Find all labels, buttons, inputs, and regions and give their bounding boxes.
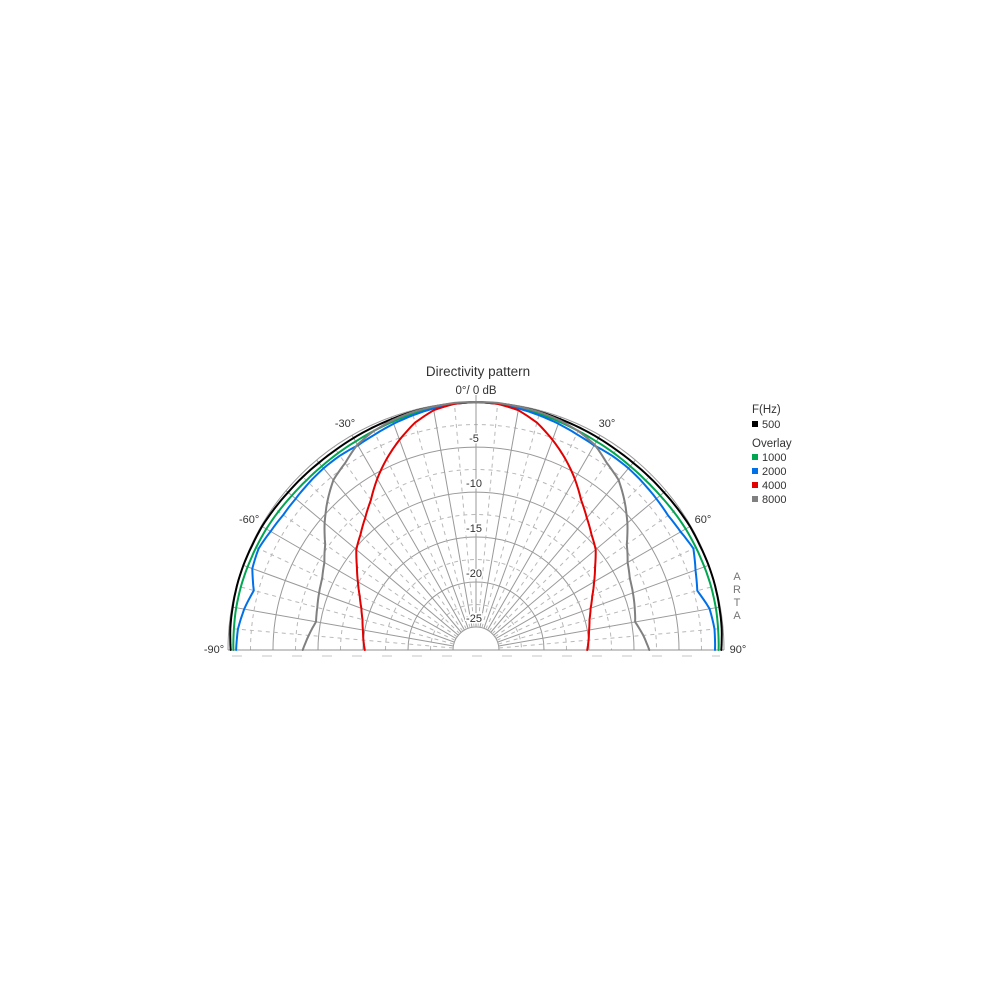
- watermark-letter-t-2: T: [734, 597, 741, 609]
- spoke-10deg: [479, 405, 520, 628]
- legend-1000-swatch: [752, 454, 758, 460]
- spoke-80deg: [498, 606, 721, 647]
- grid-circle--17.5dB: [385, 559, 567, 651]
- angle-tick-labels: -30° 30° -60° 60° -90° 90°: [204, 418, 746, 656]
- legend-8000-swatch: [752, 496, 758, 502]
- spoke-40deg: [490, 459, 636, 633]
- db-label--15: -15: [466, 523, 482, 535]
- spoke--75deg: [236, 585, 454, 645]
- axis-lines: [228, 395, 724, 657]
- spoke--10deg: [432, 405, 473, 628]
- legend-4000-swatch: [752, 482, 758, 488]
- legend-4000-label: 4000: [762, 480, 786, 492]
- spoke-25deg: [485, 425, 582, 630]
- spoke--50deg: [285, 490, 459, 636]
- angle-label-60: 60°: [695, 514, 712, 526]
- spoke-5deg: [477, 402, 499, 628]
- angle-label--30: -30°: [335, 418, 355, 430]
- db-label--25: -25: [466, 613, 482, 625]
- angle-label-30: 30°: [599, 418, 616, 430]
- db-tick-labels: -5 -10 -15 -20 -25: [465, 432, 484, 627]
- legend-1000-label: 1000: [762, 452, 786, 464]
- spoke-55deg: [494, 507, 680, 638]
- top-axis-label: 0°/ 0 dB: [455, 385, 496, 397]
- spoke-50deg: [493, 490, 667, 636]
- legend-8000-label: 8000: [762, 494, 786, 506]
- frequency-curves: [229, 401, 723, 651]
- grid-circle--22.5dB: [430, 604, 522, 651]
- db-label--10: -10: [466, 478, 482, 490]
- db-label--20: -20: [466, 568, 482, 580]
- spoke-65deg: [496, 544, 701, 641]
- legend-2000-label: 2000: [762, 466, 786, 478]
- spoke--25deg: [370, 425, 467, 630]
- spoke--55deg: [272, 507, 458, 638]
- legend-2000-swatch: [752, 468, 758, 474]
- spoke--20deg: [390, 416, 469, 629]
- spoke--80deg: [231, 606, 454, 647]
- spoke-35deg: [488, 446, 619, 632]
- spoke-70deg: [497, 564, 710, 643]
- grid-circle--12.5dB: [340, 514, 612, 651]
- spoke--15deg: [411, 410, 471, 628]
- watermark-letter-a-3: A: [733, 610, 741, 622]
- grid-circle--25dB: [452, 626, 500, 651]
- angle-label-90: 90°: [730, 644, 747, 656]
- spoke-75deg: [498, 585, 716, 645]
- spoke--65deg: [251, 544, 456, 641]
- chart-title: Directivity pattern: [426, 364, 530, 379]
- db-label--5: -5: [469, 433, 479, 445]
- spoke--35deg: [333, 446, 464, 632]
- angle-label--90: -90°: [204, 644, 224, 656]
- polar-grid-spokes: [228, 402, 724, 649]
- spoke-30deg: [487, 434, 601, 631]
- spoke--70deg: [242, 564, 455, 643]
- legend-500-label: 500: [762, 419, 780, 431]
- spoke--30deg: [351, 434, 465, 631]
- spoke--40deg: [316, 459, 462, 633]
- curve-8000hz: [301, 401, 651, 651]
- legend: F(Hz) 500 Overlay 1000 2000 4000 8000: [752, 404, 792, 506]
- watermark-letter-r-1: R: [733, 584, 741, 596]
- spoke-15deg: [481, 410, 541, 628]
- legend-500-swatch: [752, 421, 758, 427]
- spoke--85deg: [228, 627, 454, 649]
- watermark-letter-a-0: A: [733, 571, 741, 583]
- spoke-20deg: [483, 416, 562, 629]
- spoke--5deg: [453, 402, 475, 628]
- legend-header-overlay: Overlay: [752, 438, 792, 450]
- angle-label--60: -60°: [239, 514, 259, 526]
- legend-header-fhz: F(Hz): [752, 404, 781, 416]
- spoke-85deg: [498, 627, 724, 649]
